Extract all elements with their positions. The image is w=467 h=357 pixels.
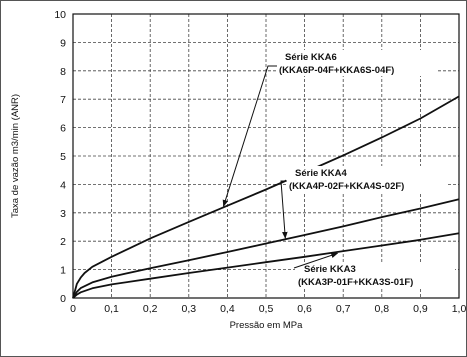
series-line-2 [72,198,460,299]
x-tick-label: 0,5 [259,303,274,315]
series-name-label: Série KKA6 [285,52,337,63]
y-axis-label: Taxa de vazão m3/min (ANR) [10,94,21,218]
y-tick-label: 6 [60,123,66,135]
y-tick-label: 2 [60,236,66,248]
y-tick-label: 10 [54,9,66,21]
annotation-background [295,262,455,288]
series-model-label: (KKA4P-02F+KKA4S-02F) [289,181,404,192]
x-tick-label: 0,4 [220,303,235,315]
series-name-label: Série KKA4 [295,168,347,179]
x-tick-label: 1,0 [452,303,467,315]
x-tick-label: 0,2 [143,303,158,315]
x-tick-label: 0,7 [336,303,351,315]
x-tick-label: 0 [70,303,76,315]
series-name-label: Série KKA3 [304,264,356,275]
series-annotations: Série KKA6 (KKA6P-04F+KKA6S-04F) Série KKA… [222,50,455,288]
plot-border [72,13,460,299]
x-tick-label: 0,6 [297,303,312,315]
y-tick-label: 3 [60,208,66,220]
x-tick-label: 0,9 [413,303,428,315]
x-axis-label: Pressão em MPa [230,320,304,331]
y-tick-label: 9 [60,37,66,49]
series-model-label: (KKA6P-04F+KKA6S-04F) [279,65,394,76]
tick-labels: 0 0,1 0,2 0,3 0,4 0,5 0,6 0,7 0,8 0,9 1,0 0 1 2 3 4 5 6 7 8… [54,9,466,315]
series-line-1 [72,95,460,299]
y-tick-label: 0 [60,293,66,305]
y-tick-label: 5 [60,151,66,163]
annotation-leader-line [280,180,288,239]
y-tick-label: 1 [60,265,66,277]
annotation-background [286,166,446,192]
x-tick-label: 0,3 [181,303,196,315]
annotation-leader-line [293,252,339,269]
series-model-label: (KKA3P-01F+KKA3S-01F) [298,277,413,288]
x-tick-label: 0,8 [374,303,389,315]
y-tick-label: 8 [60,66,66,78]
annotation-background [276,50,436,76]
annotation-leader-line [222,65,277,207]
y-tick-label: 7 [60,94,66,106]
series-lines [72,95,460,299]
series-line-3 [72,232,460,299]
y-tick-label: 4 [60,179,66,191]
x-tick-label: 0,1 [104,303,119,315]
